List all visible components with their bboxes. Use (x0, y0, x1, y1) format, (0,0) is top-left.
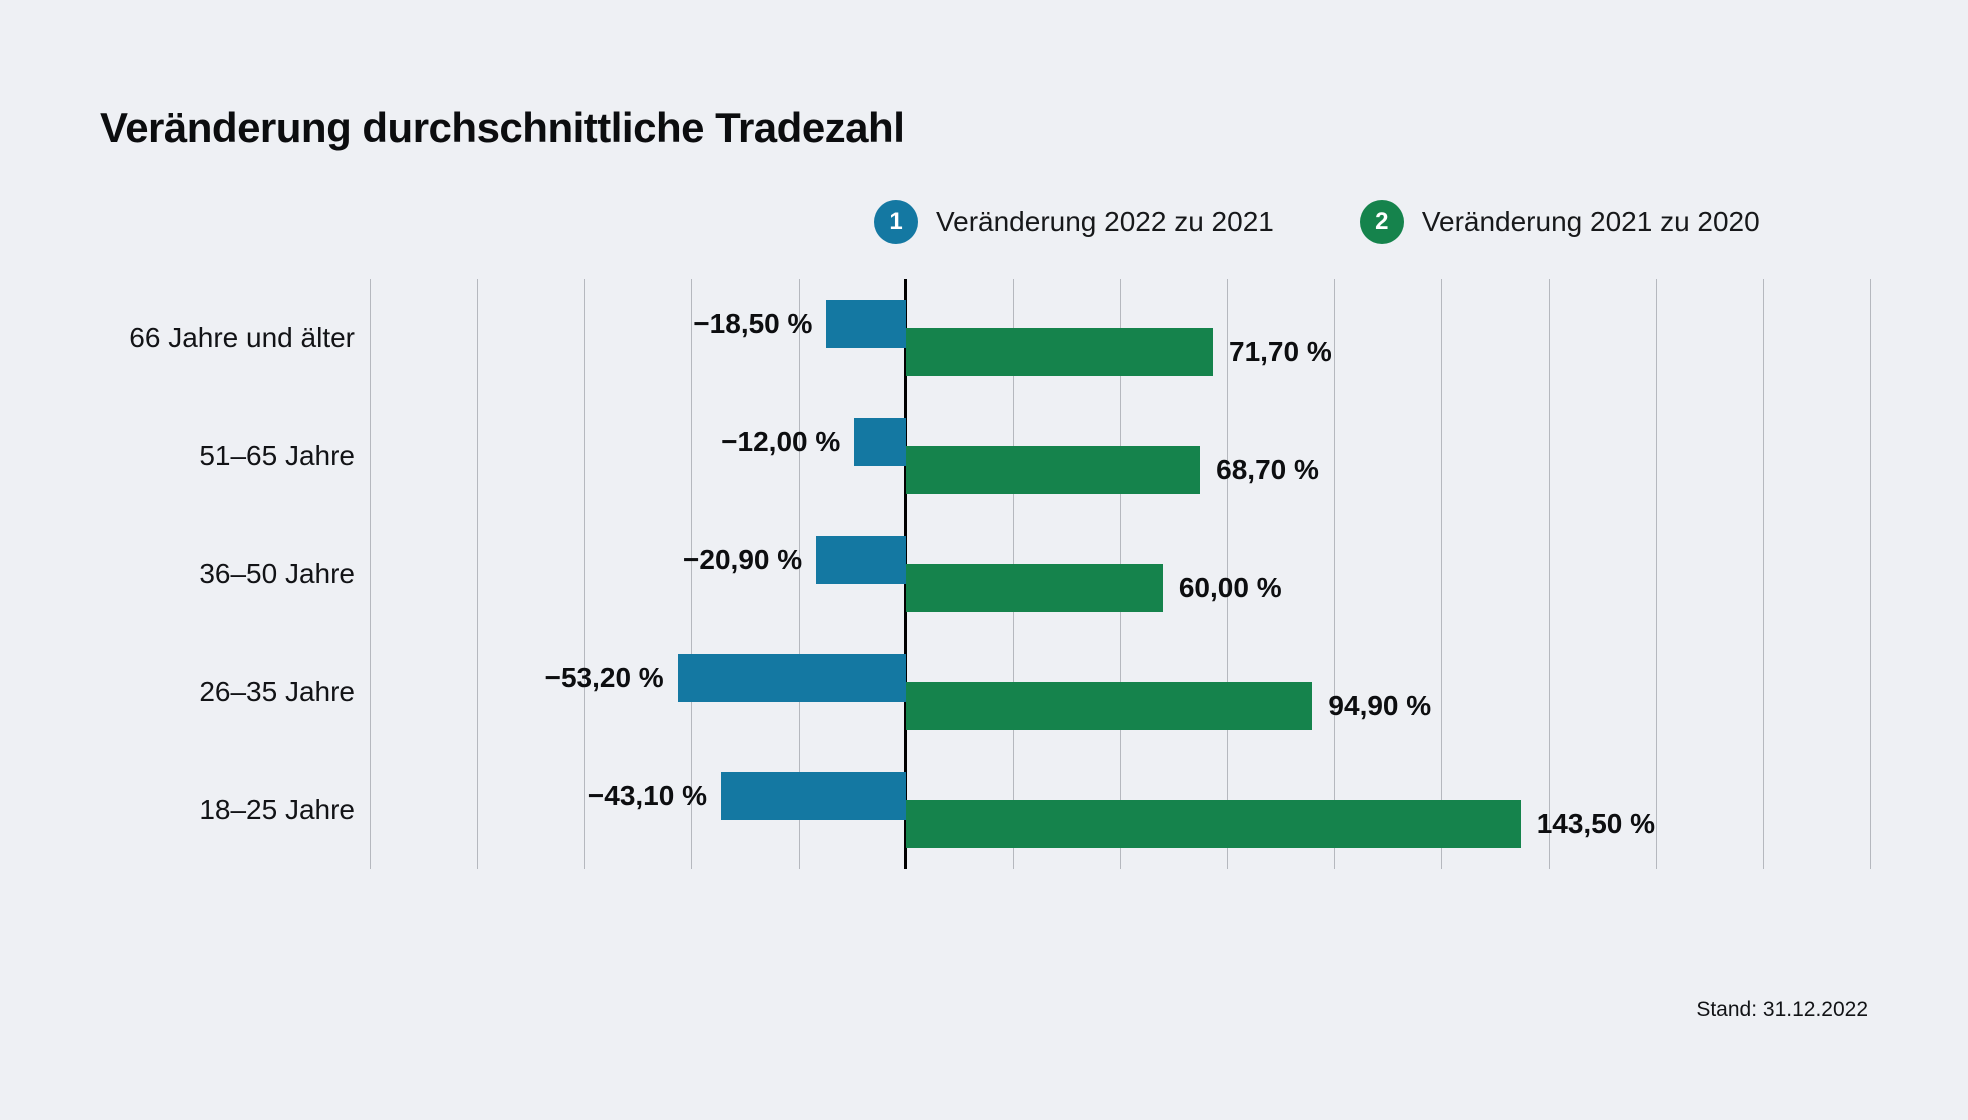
bar-series1-row1 (826, 300, 906, 348)
bar-series2-row4 (905, 682, 1313, 730)
value-label: −12,00 % (721, 426, 841, 457)
value-label: −53,20 % (544, 662, 664, 693)
legend-label: Veränderung 2022 zu 2021 (936, 206, 1274, 237)
value-label: 143,50 % (1536, 808, 1656, 839)
stand-note: Stand: 31.12.2022 (1696, 998, 1868, 1021)
page-title: Veränderung durchschnittliche Tradezahl (100, 104, 905, 151)
gridline (477, 279, 479, 869)
legend: 1 Veränderung 2022 zu 2021 2 Veränderung 20… (874, 200, 1760, 244)
gridline (1762, 279, 1764, 869)
gridline (1655, 279, 1657, 869)
value-label: 60,00 % (1178, 572, 1282, 603)
category-label: 36–50 Jahre (199, 558, 355, 589)
legend-badge-1: 1 (874, 200, 918, 244)
bar-series1-row3 (816, 536, 906, 584)
bar-series2-row3 (905, 564, 1163, 612)
legend-item-2: 2 Veränderung 2021 zu 2020 (1359, 200, 1760, 244)
bar-series2-row2 (905, 446, 1201, 494)
category-label: 26–35 Jahre (199, 676, 355, 707)
bar-series1-row2 (854, 418, 906, 466)
category-label: 51–65 Jahre (199, 440, 355, 471)
gridline (691, 279, 693, 869)
category-label: 66 Jahre und älter (129, 322, 355, 353)
legend-label: Veränderung 2021 zu 2020 (1421, 206, 1760, 237)
bar-series1-row5 (721, 772, 906, 820)
gridline (1441, 279, 1443, 869)
legend-badge-2: 2 (1359, 200, 1404, 244)
value-label: 94,90 % (1328, 690, 1432, 721)
value-label: −43,10 % (587, 780, 707, 811)
gridline (370, 279, 371, 869)
bar-series1-row4 (677, 654, 906, 702)
category-label: 18–25 Jahre (199, 794, 355, 825)
value-label: −20,90 % (683, 544, 803, 575)
gridline (1227, 279, 1229, 869)
bar-series2-row1 (905, 328, 1213, 376)
gridline (1548, 279, 1550, 869)
value-label: −18,50 % (693, 308, 813, 339)
value-label: 68,70 % (1216, 454, 1319, 485)
value-label: 71,70 % (1229, 336, 1332, 367)
legend-item-1: 1 Veränderung 2022 zu 2021 (874, 200, 1274, 244)
gridline (1870, 279, 1871, 869)
gridline (1334, 279, 1336, 869)
gridline (584, 279, 586, 869)
gridline (798, 279, 800, 869)
bar-series2-row5 (905, 800, 1521, 848)
